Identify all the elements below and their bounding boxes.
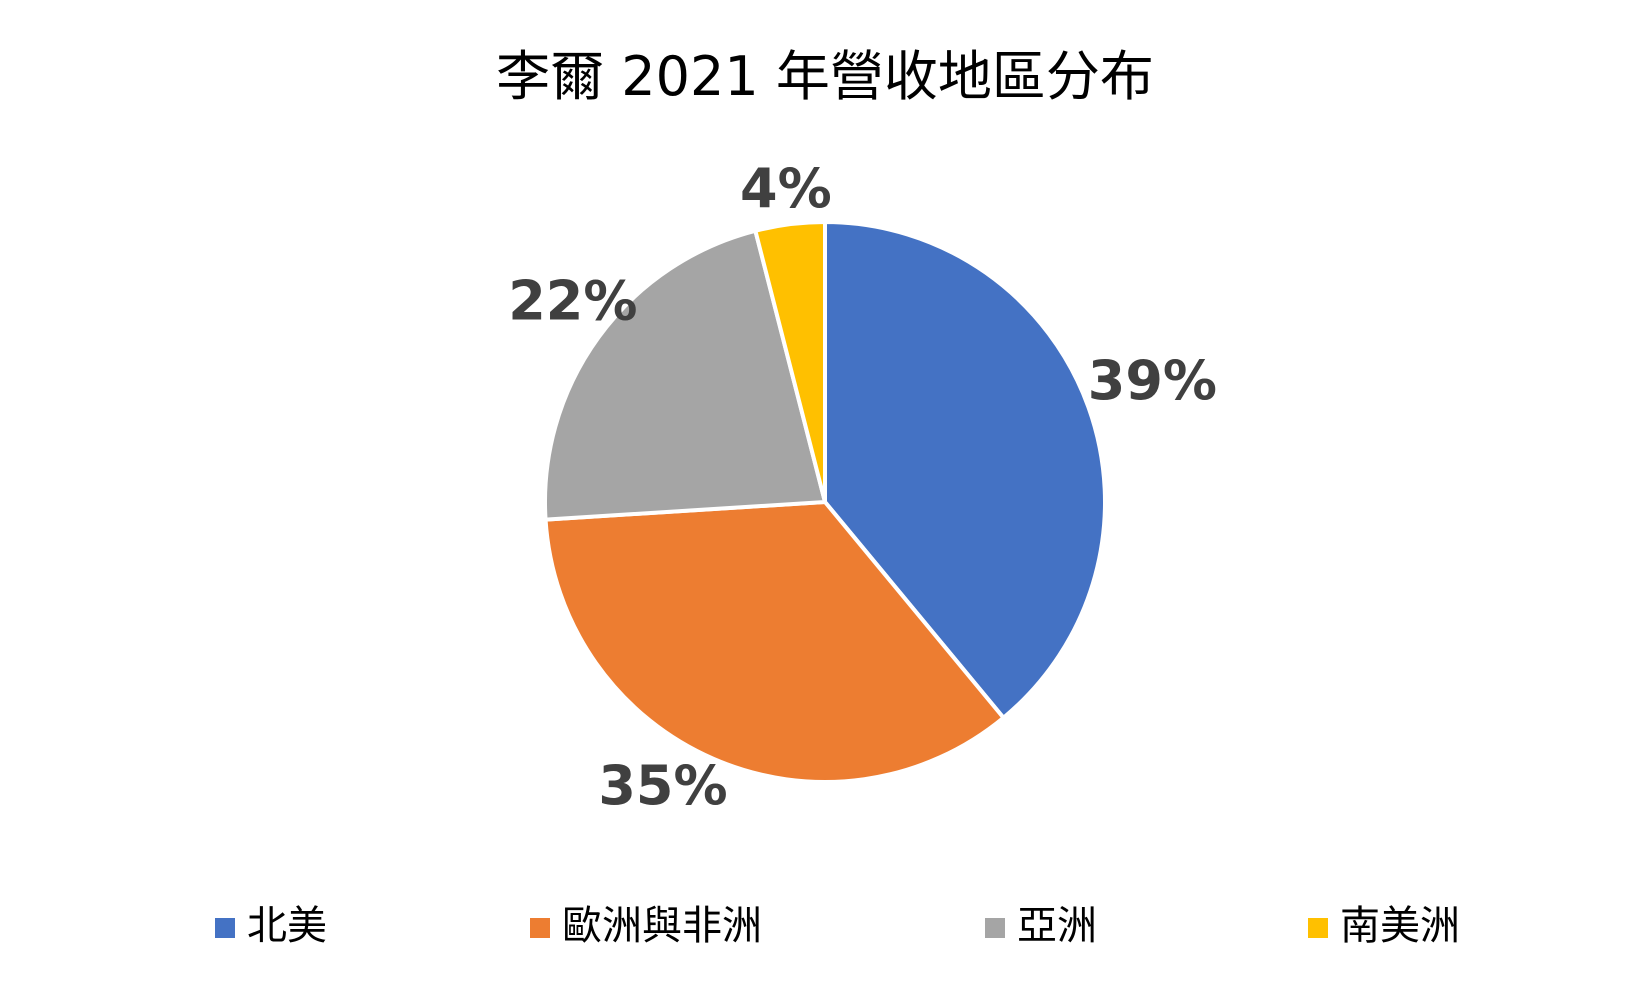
legend-label-2: 歐洲與非洲 <box>562 903 762 949</box>
pie-slice-1 <box>823 220 1108 720</box>
legend-item-3: 亞洲 <box>985 903 1097 949</box>
data-label-2: 35% <box>598 754 727 817</box>
legend-swatch-4 <box>1308 918 1328 938</box>
pie-slice-2 <box>543 500 1006 784</box>
legend-label-4: 南美洲 <box>1340 903 1460 949</box>
legend-item-1: 北美 <box>215 903 327 949</box>
data-label-1: 39% <box>1088 349 1217 412</box>
legend-item-4: 南美洲 <box>1308 903 1460 949</box>
chart-title: 李爾 2021 年營收地區分布 <box>496 45 1154 108</box>
pie-slice-4 <box>753 220 827 504</box>
legend: 北美 歐洲與非洲 亞洲 南美洲 <box>215 903 1460 949</box>
legend-swatch-3 <box>985 918 1005 938</box>
pie-slices <box>543 220 1108 784</box>
data-labels: 39% 35% 22% 4% <box>508 157 1217 817</box>
pie-slice-3 <box>543 228 827 522</box>
data-label-3: 22% <box>508 270 637 333</box>
legend-swatch-1 <box>215 918 235 938</box>
legend-label-3: 亞洲 <box>1017 903 1097 949</box>
legend-label-1: 北美 <box>247 903 327 949</box>
data-label-4: 4% <box>740 157 832 220</box>
legend-item-2: 歐洲與非洲 <box>530 903 762 949</box>
legend-swatch-2 <box>530 918 550 938</box>
